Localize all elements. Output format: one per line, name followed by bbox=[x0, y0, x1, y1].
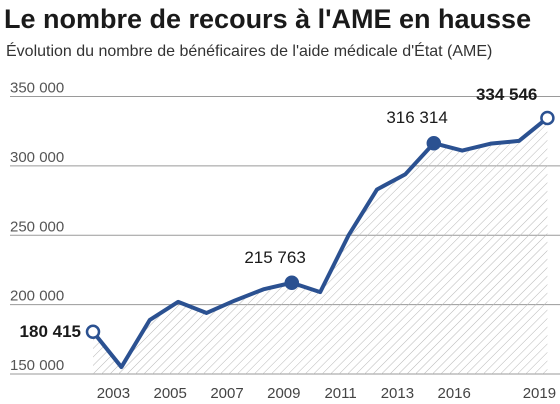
value-label: 334 546 bbox=[476, 85, 537, 104]
y-tick-label: 150 000 bbox=[10, 357, 64, 374]
value-label: 180 415 bbox=[20, 322, 81, 341]
chart-subtitle: Évolution du nombre de bénéficaires de l… bbox=[6, 41, 492, 60]
marker bbox=[426, 135, 442, 151]
value-label: 316 314 bbox=[386, 108, 447, 127]
x-tick-label: 2016 bbox=[438, 385, 471, 402]
marker bbox=[284, 275, 300, 291]
x-tick-label: 2019 bbox=[523, 385, 556, 402]
x-tick-label: 2007 bbox=[210, 385, 243, 402]
x-tick-label: 2003 bbox=[97, 385, 130, 402]
line bbox=[91, 116, 549, 370]
marker bbox=[540, 110, 555, 126]
marker bbox=[85, 324, 101, 340]
y-tick-label: 200 000 bbox=[10, 288, 64, 305]
x-tick-label: 2009 bbox=[267, 385, 300, 402]
x-tick-label: 2011 bbox=[324, 385, 356, 402]
x-tick-label: 2013 bbox=[381, 385, 414, 402]
y-tick-label: 300 000 bbox=[10, 149, 64, 166]
y-tick-label: 350 000 bbox=[10, 80, 64, 97]
chart-title: Le nombre de recours à l'AME en hausse bbox=[4, 4, 531, 34]
x-tick-label: 2005 bbox=[154, 385, 187, 402]
y-tick-label: 250 000 bbox=[10, 218, 64, 235]
area-hatch bbox=[93, 117, 548, 374]
value-label: 215 763 bbox=[244, 248, 305, 267]
